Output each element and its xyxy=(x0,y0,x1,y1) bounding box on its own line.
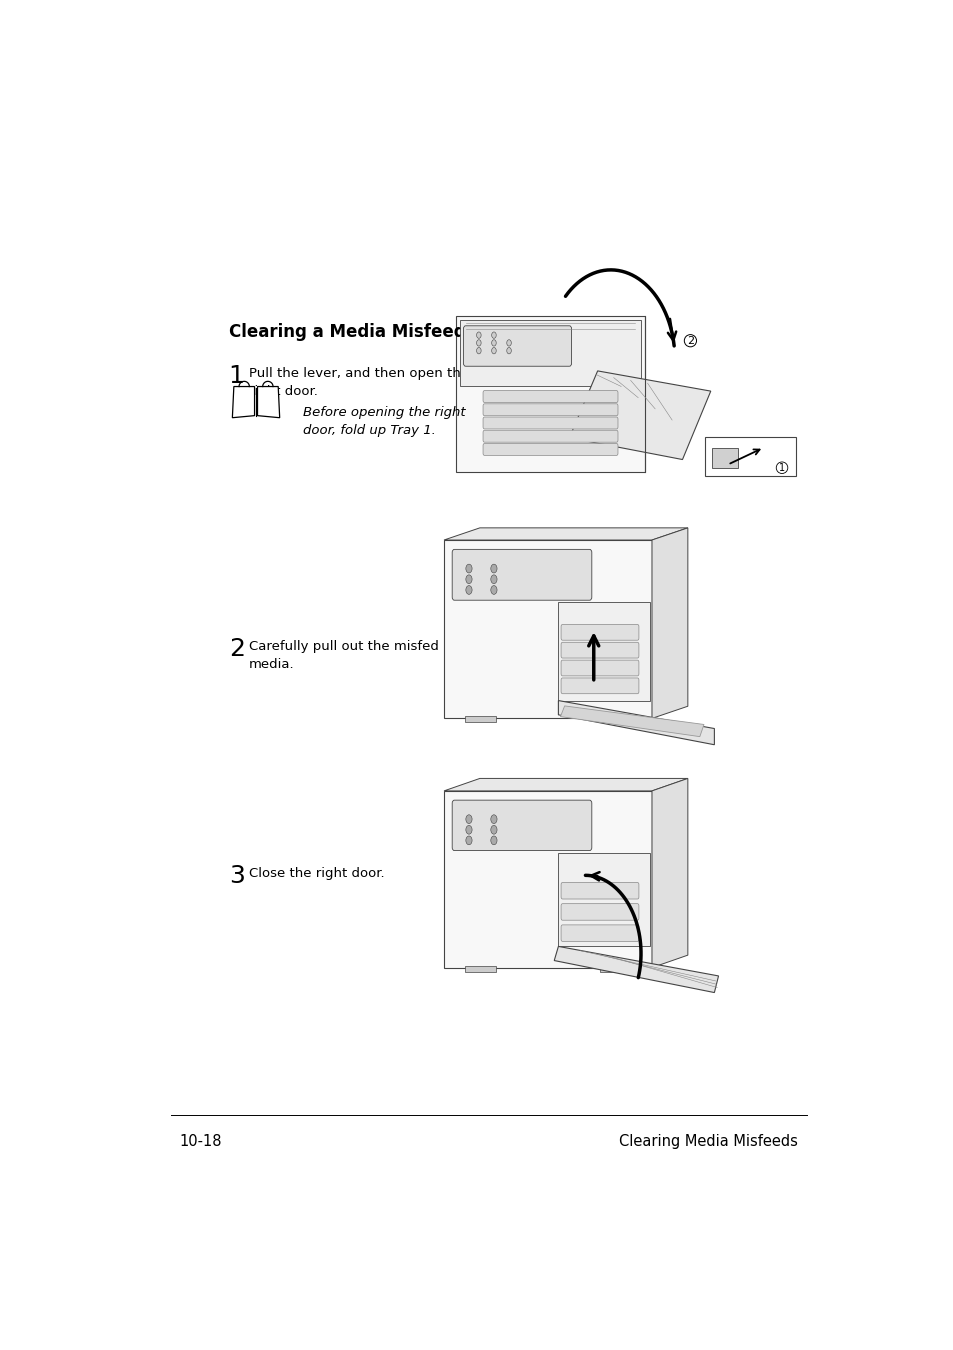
Text: 2: 2 xyxy=(229,637,244,662)
FancyBboxPatch shape xyxy=(560,660,639,676)
Bar xyxy=(558,602,649,701)
Text: Clearing Media Misfeeds: Clearing Media Misfeeds xyxy=(618,1134,797,1149)
FancyBboxPatch shape xyxy=(482,390,618,402)
FancyBboxPatch shape xyxy=(560,625,639,640)
FancyBboxPatch shape xyxy=(482,417,618,429)
Bar xyxy=(599,717,631,722)
Polygon shape xyxy=(569,371,710,459)
FancyBboxPatch shape xyxy=(463,325,571,366)
Text: 2: 2 xyxy=(686,336,693,346)
Circle shape xyxy=(490,575,497,583)
Bar xyxy=(456,316,644,472)
Circle shape xyxy=(490,586,497,594)
FancyBboxPatch shape xyxy=(560,883,639,899)
Circle shape xyxy=(476,332,480,339)
FancyBboxPatch shape xyxy=(560,678,639,694)
FancyBboxPatch shape xyxy=(560,903,639,921)
Polygon shape xyxy=(558,701,714,745)
Text: 1: 1 xyxy=(229,363,244,387)
Text: 3: 3 xyxy=(229,864,244,888)
Bar xyxy=(443,540,651,718)
Circle shape xyxy=(465,825,472,834)
Polygon shape xyxy=(554,946,718,992)
FancyBboxPatch shape xyxy=(482,443,618,455)
Bar xyxy=(464,965,496,972)
Circle shape xyxy=(490,564,497,572)
Text: Pull the lever, and then open the
right door.: Pull the lever, and then open the right … xyxy=(249,367,468,398)
Polygon shape xyxy=(233,386,254,417)
FancyBboxPatch shape xyxy=(482,404,618,416)
Circle shape xyxy=(506,347,511,354)
Circle shape xyxy=(465,564,472,572)
Text: 10-18: 10-18 xyxy=(180,1134,222,1149)
Bar xyxy=(558,853,649,946)
Text: Clearing a Media Misfeed from the Duplex: Clearing a Media Misfeed from the Duplex xyxy=(229,323,622,342)
Bar xyxy=(443,791,651,968)
FancyBboxPatch shape xyxy=(452,549,591,601)
Circle shape xyxy=(490,815,497,824)
Text: Before opening the right
door, fold up Tray 1.: Before opening the right door, fold up T… xyxy=(302,406,465,437)
Circle shape xyxy=(491,347,496,354)
Circle shape xyxy=(476,347,480,354)
Polygon shape xyxy=(651,528,687,718)
Text: 1: 1 xyxy=(779,463,784,472)
Circle shape xyxy=(490,836,497,845)
Text: Carefully pull out the misfed
media.: Carefully pull out the misfed media. xyxy=(249,640,438,671)
Circle shape xyxy=(465,586,472,594)
Bar xyxy=(712,448,737,467)
Polygon shape xyxy=(560,706,703,737)
FancyBboxPatch shape xyxy=(560,925,639,941)
Polygon shape xyxy=(257,386,279,417)
Polygon shape xyxy=(443,779,687,791)
Circle shape xyxy=(506,340,511,346)
Circle shape xyxy=(465,815,472,824)
FancyBboxPatch shape xyxy=(560,643,639,657)
Circle shape xyxy=(490,825,497,834)
Circle shape xyxy=(465,575,472,583)
FancyBboxPatch shape xyxy=(482,431,618,443)
Text: Close the right door.: Close the right door. xyxy=(249,867,384,880)
Circle shape xyxy=(476,340,480,346)
Polygon shape xyxy=(443,528,687,540)
Polygon shape xyxy=(651,779,687,968)
Bar xyxy=(464,717,496,722)
Bar xyxy=(599,965,631,972)
Circle shape xyxy=(491,332,496,339)
FancyBboxPatch shape xyxy=(452,801,591,850)
Circle shape xyxy=(491,340,496,346)
Bar xyxy=(704,436,795,475)
Circle shape xyxy=(465,836,472,845)
Bar xyxy=(459,320,640,386)
